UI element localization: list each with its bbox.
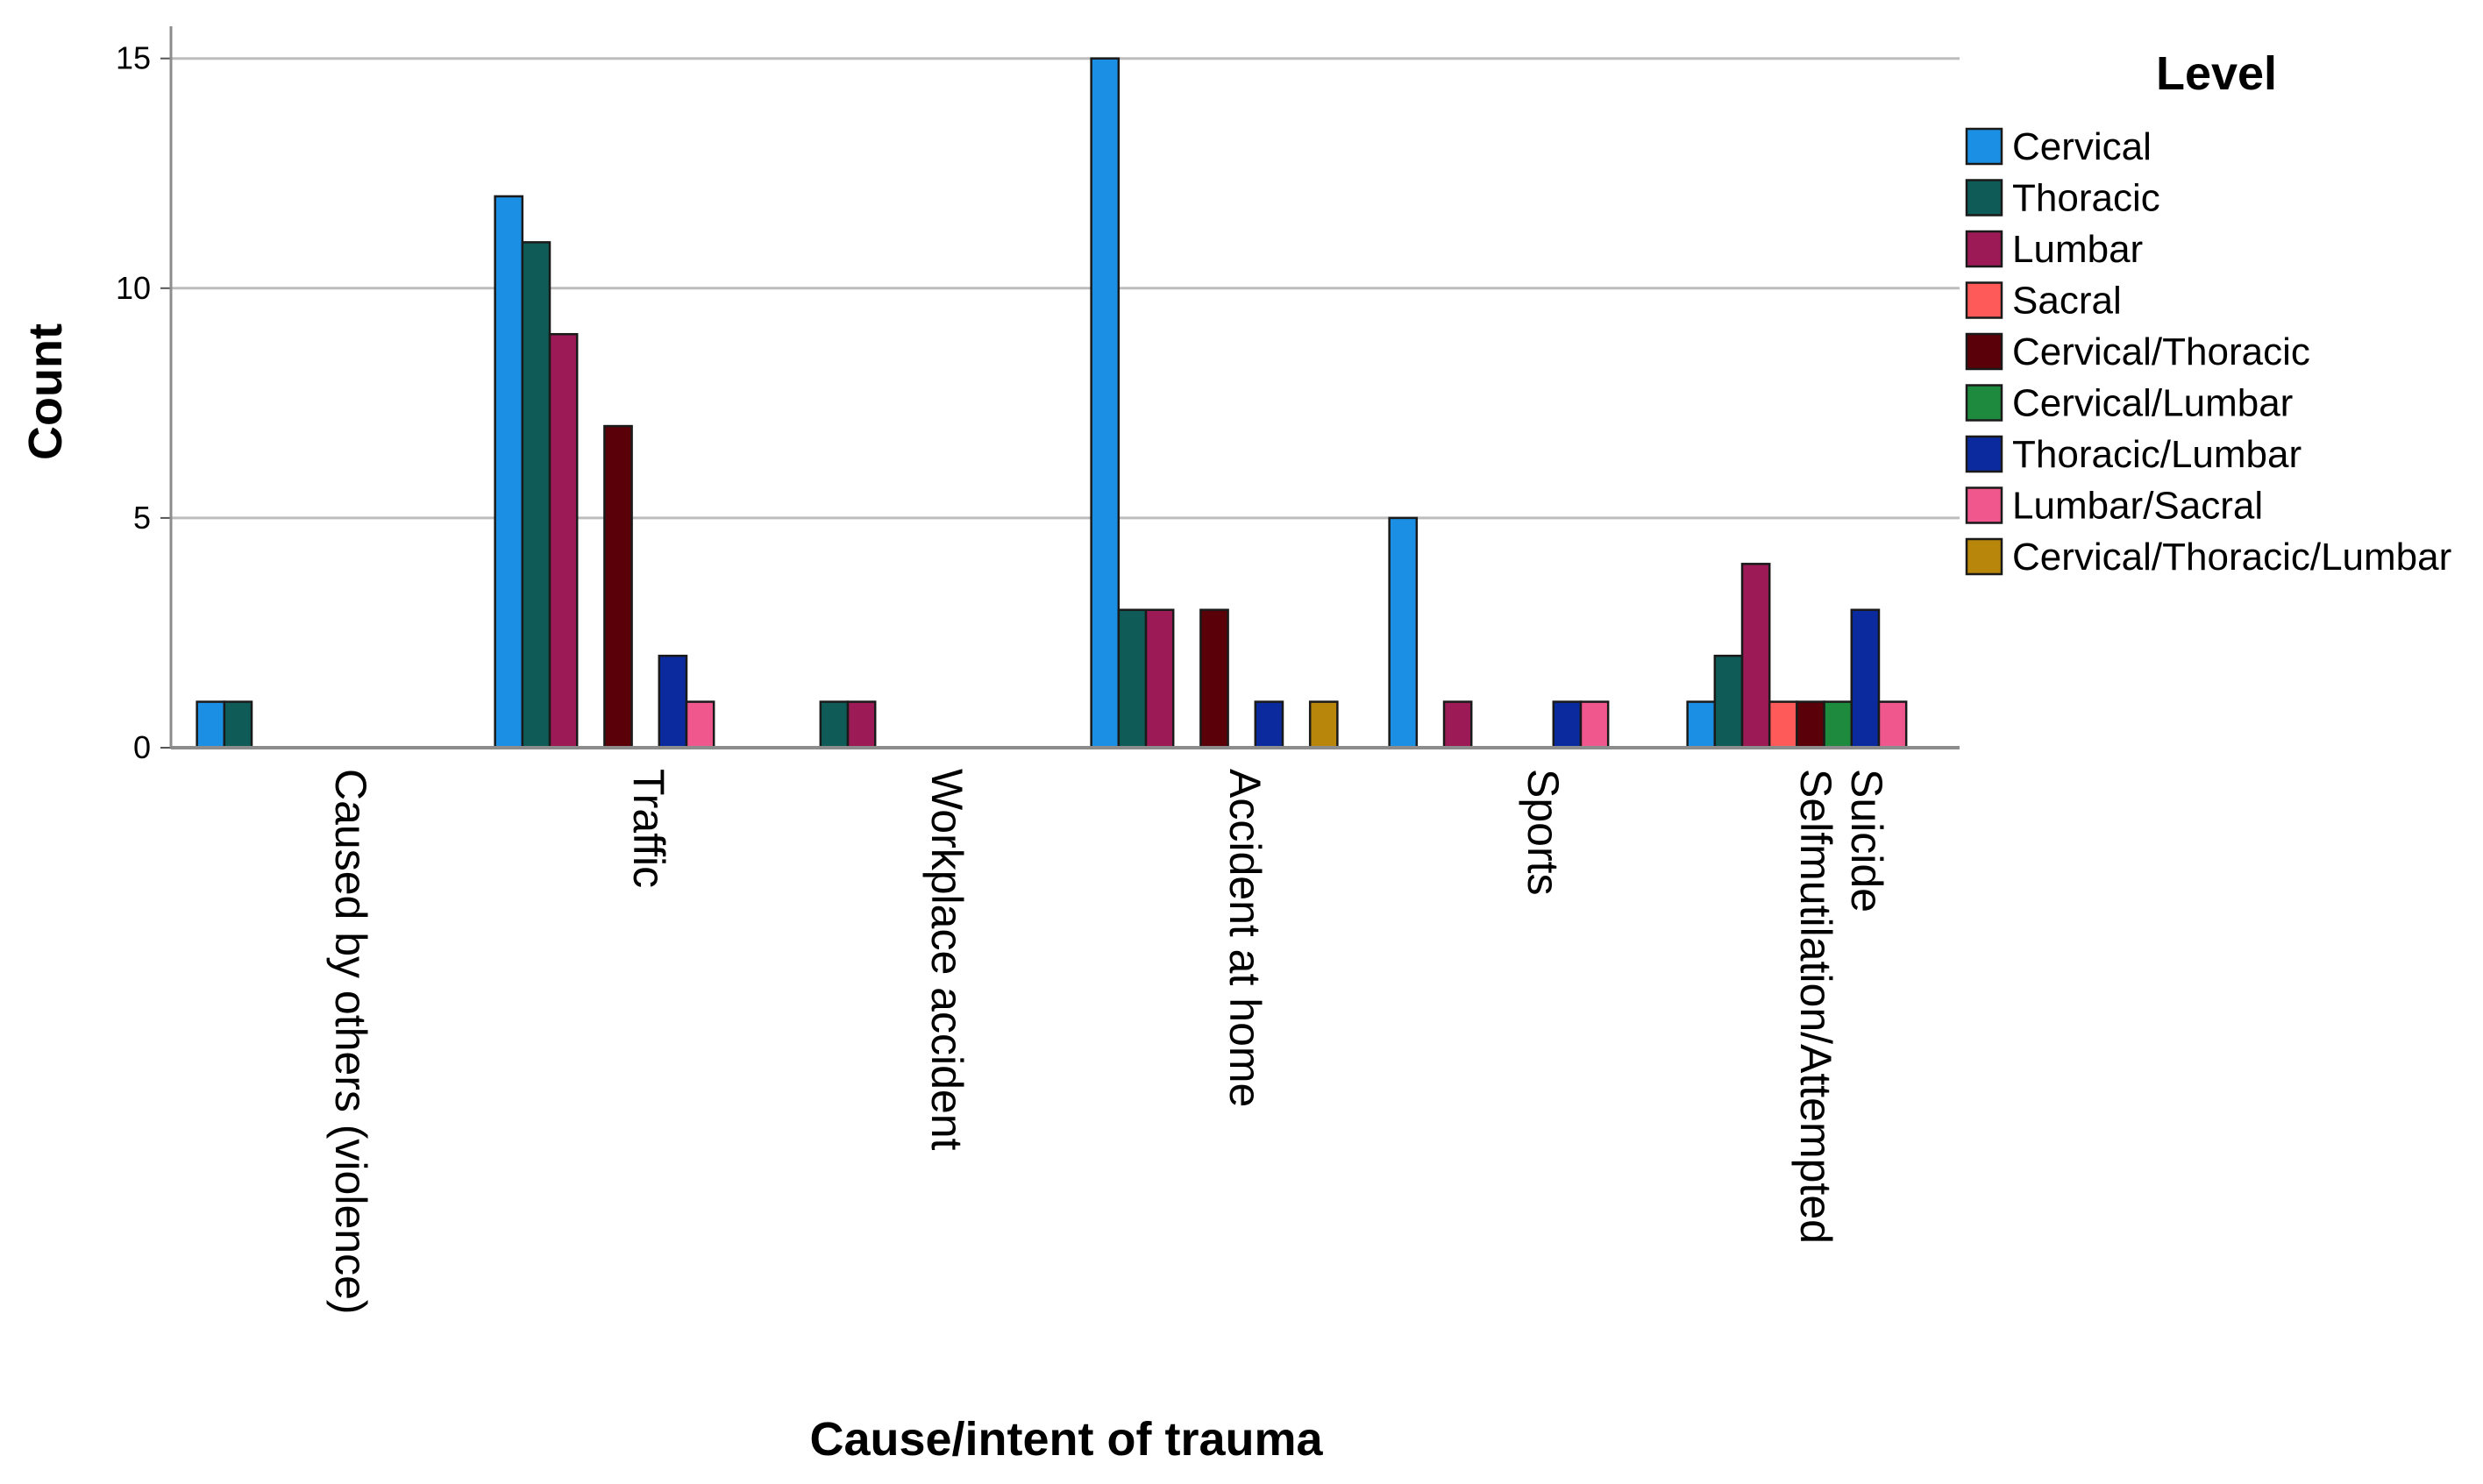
bars <box>196 57 1908 749</box>
gridlines <box>171 57 1960 520</box>
x-category-label: Sports <box>1519 769 1568 896</box>
bar <box>548 332 579 749</box>
bar <box>223 700 253 749</box>
bar <box>819 700 850 749</box>
bar <box>1199 608 1229 749</box>
legend-swatch <box>1965 435 2003 473</box>
legend-swatch <box>1965 179 2003 217</box>
legend-swatch <box>1965 281 2003 319</box>
bar <box>1254 700 1284 749</box>
legend-title: Level <box>2156 47 2277 100</box>
bar <box>685 700 715 749</box>
bar <box>1713 654 1744 749</box>
legend-swatch <box>1965 127 2003 166</box>
legend-label: Cervical <box>2012 125 2152 168</box>
legend-label: Cervical/Lumbar <box>2012 382 2293 425</box>
bar <box>658 654 688 749</box>
bar <box>846 700 877 749</box>
bar <box>1308 700 1339 749</box>
legend-swatch <box>1965 230 2003 268</box>
axes <box>160 26 1960 749</box>
bar <box>1850 608 1881 749</box>
legend-label: Thoracic <box>2012 177 2160 220</box>
bar <box>603 424 633 749</box>
x-category-label: Accident at home <box>1220 769 1270 1107</box>
x-category-label: Traffic <box>624 769 673 888</box>
y-tick-label: 15 <box>116 40 151 76</box>
bar <box>1740 563 1771 749</box>
y-tick-label: 10 <box>116 270 151 306</box>
bar <box>196 700 226 749</box>
legend-swatch <box>1965 537 2003 576</box>
y-axis-title: Count <box>19 323 72 460</box>
x-axis-title: Cause/intent of trauma <box>809 1413 1323 1466</box>
bar <box>1388 516 1419 749</box>
bar <box>1442 700 1473 749</box>
legend-swatch <box>1965 384 2003 422</box>
legend-label: Lumbar/Sacral <box>2012 485 2263 528</box>
x-category-label: Selfmutilation/Attempted <box>1791 769 1840 1244</box>
legend-swatch <box>1965 332 2003 371</box>
labels: 0 5 10 15 Caused by others (violence) Traffic… <box>19 40 1891 1466</box>
x-category-label: Workplace accident <box>922 769 971 1151</box>
legend-label: Cervical/Thoracic <box>2012 330 2310 373</box>
bar <box>494 195 524 749</box>
legend-label: Sacral <box>2012 280 2122 323</box>
x-category-label: Caused by others (violence) <box>326 769 375 1315</box>
bar <box>1117 608 1148 749</box>
bar <box>1144 608 1175 749</box>
legend-label: Thoracic/Lumbar <box>2012 433 2302 476</box>
bar <box>521 241 551 749</box>
bar <box>1552 700 1583 749</box>
legend-label: Lumbar <box>2012 228 2143 271</box>
bar <box>1877 700 1908 749</box>
bar <box>1768 700 1798 749</box>
legend-swatch <box>1965 486 2003 524</box>
legend-label: Cervical/Thoracic/Lumbar <box>2012 536 2451 579</box>
x-category-label: Suicide <box>1842 769 1891 912</box>
bar <box>1686 700 1717 749</box>
y-tick-label: 5 <box>133 500 151 536</box>
bar <box>1579 700 1610 749</box>
bar <box>1796 700 1825 749</box>
bar <box>1090 57 1121 749</box>
y-tick-label: 0 <box>133 729 151 765</box>
bar <box>1823 700 1853 749</box>
